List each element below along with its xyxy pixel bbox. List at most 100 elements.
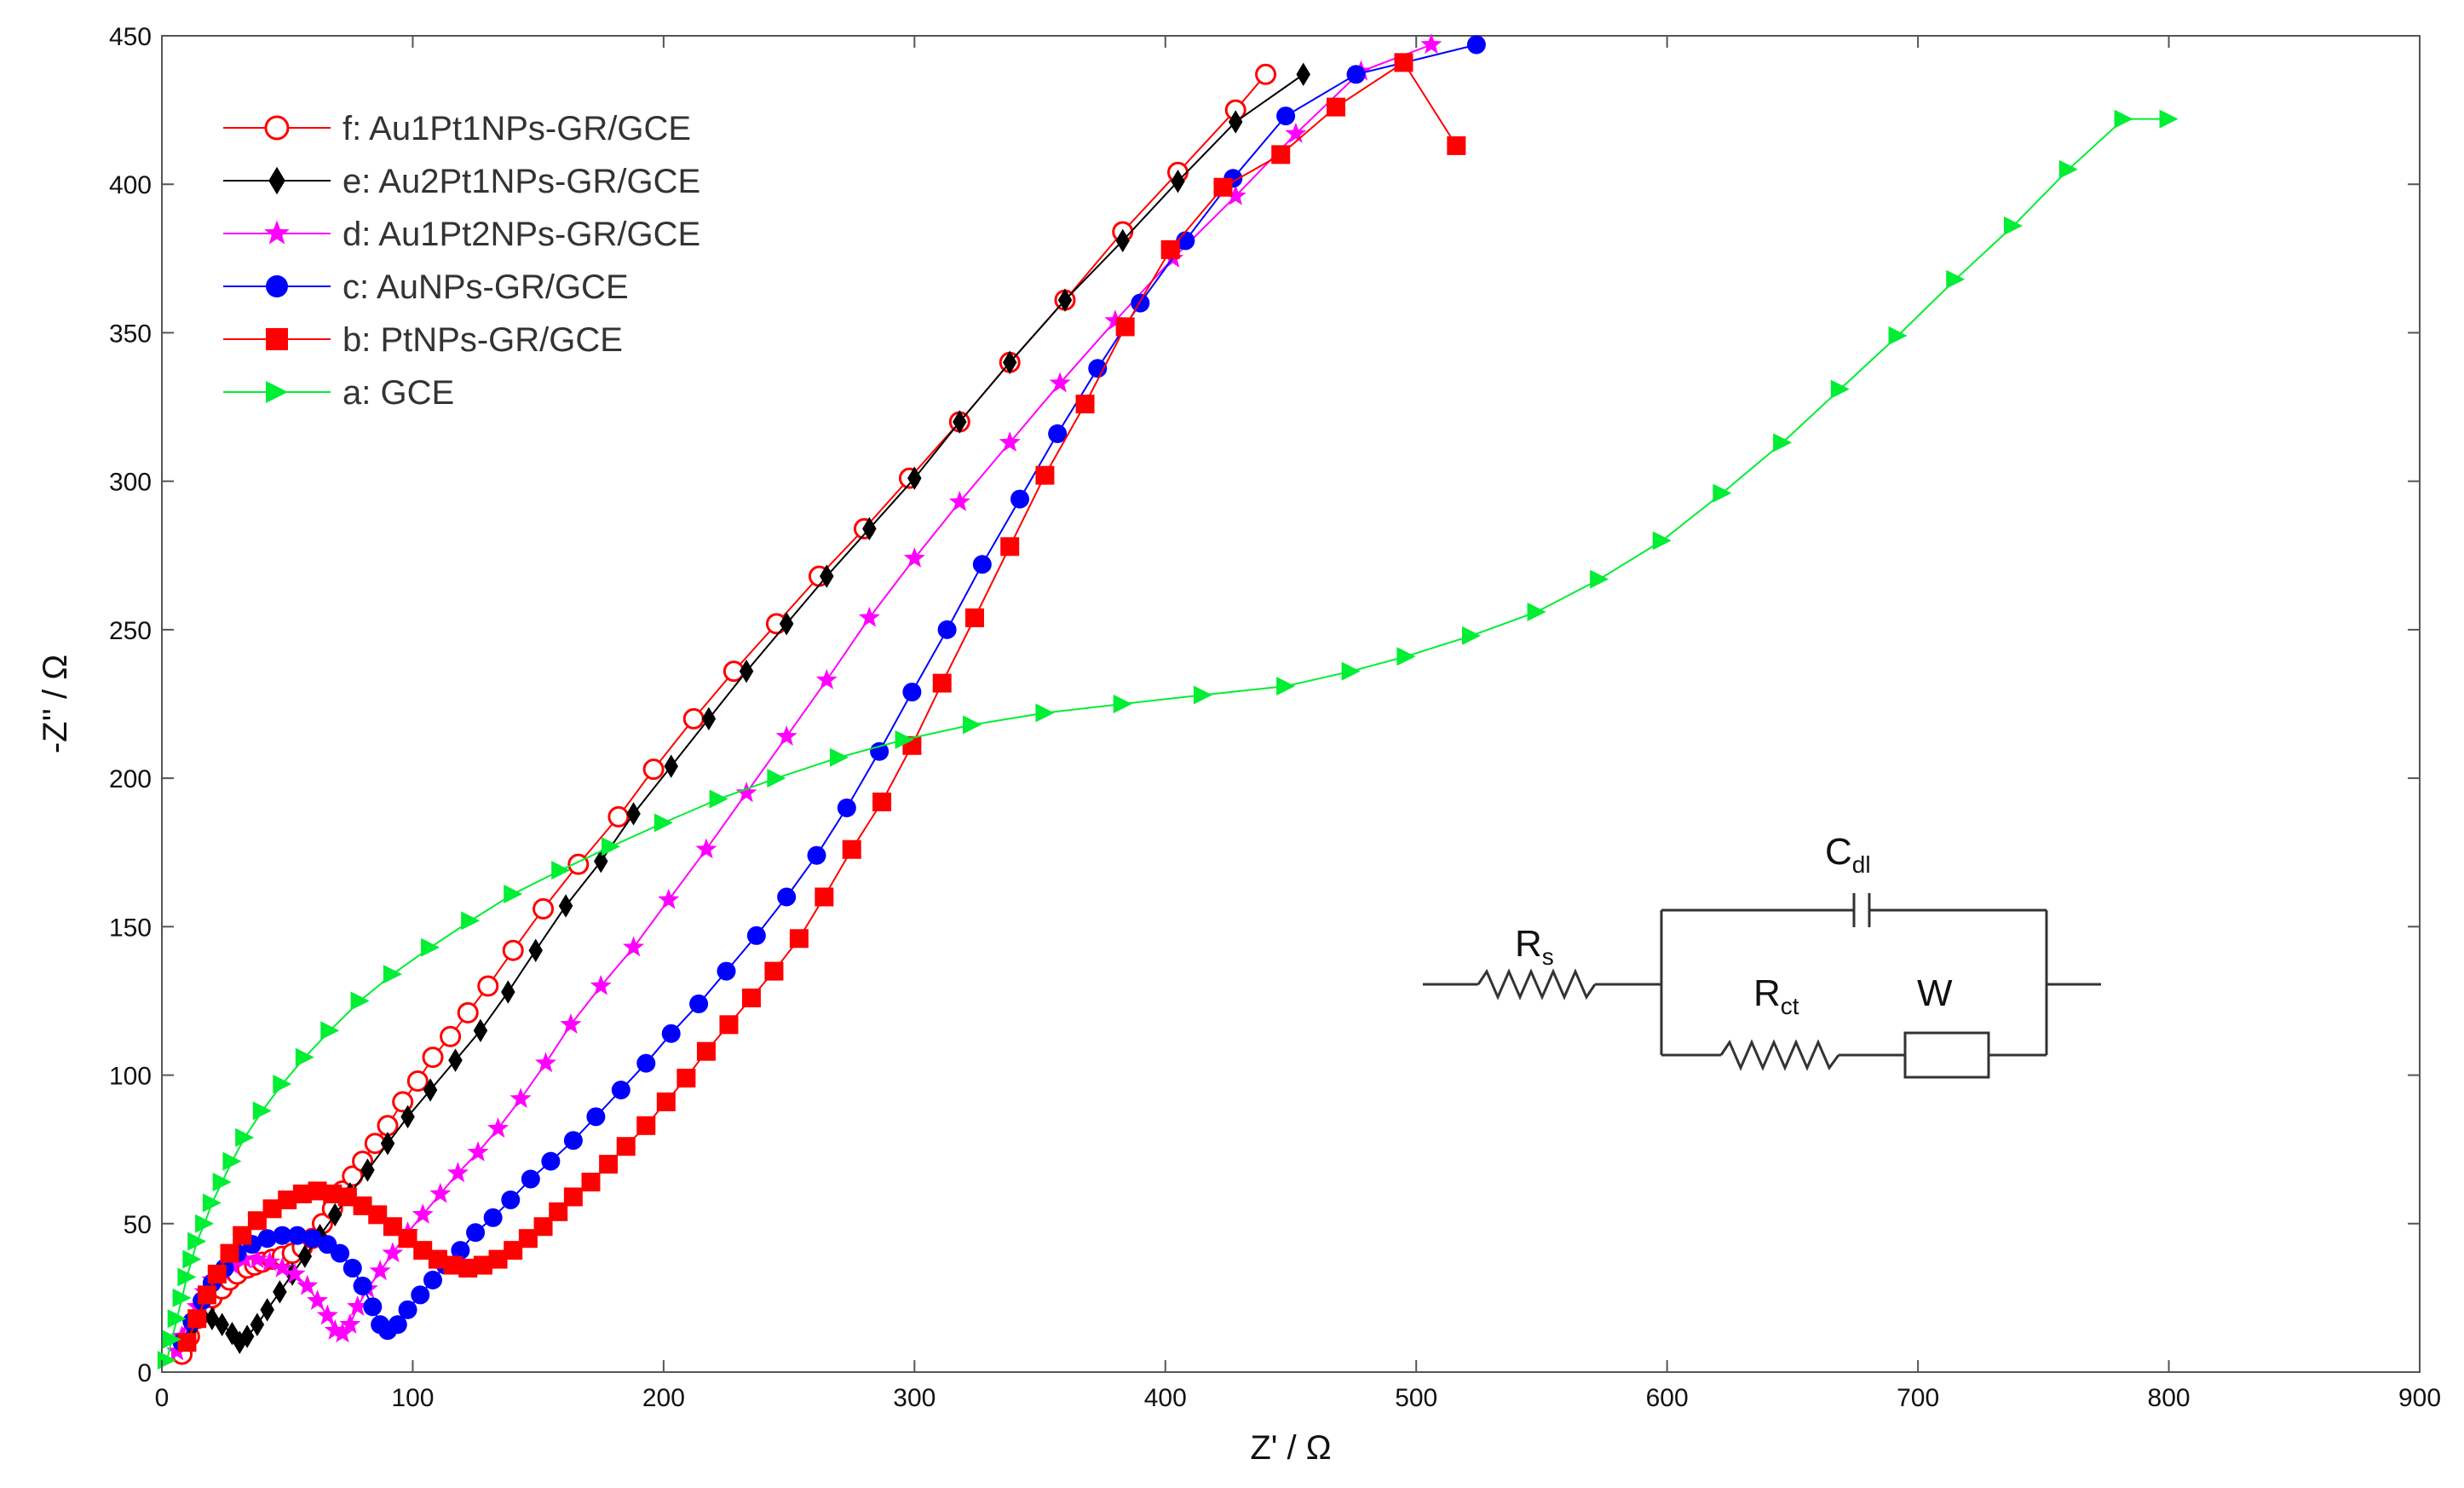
legend-label: a: GCE	[343, 374, 454, 412]
data-point	[297, 1244, 313, 1268]
data-point	[1341, 661, 1361, 681]
data-point	[239, 1324, 255, 1348]
legend-marker	[264, 220, 290, 245]
cdl-label: Cdl	[1825, 831, 1871, 878]
axes-layer: 0 100 200 300 400 500 600 700 800 900 0 50 100 150 200…	[109, 23, 2441, 1412]
data-point	[1396, 647, 1416, 666]
data-point	[502, 939, 524, 961]
y-tick-label: 300	[109, 469, 152, 497]
data-point	[246, 1248, 268, 1269]
data-point	[383, 965, 402, 984]
data-point	[558, 894, 573, 918]
data-point	[560, 1013, 582, 1034]
data-point	[1002, 350, 1017, 375]
data-point	[1276, 677, 1296, 696]
data-point	[1213, 177, 1233, 197]
data-point	[1462, 626, 1481, 645]
y-tick-label: 450	[109, 23, 152, 51]
data-point	[308, 1181, 327, 1201]
data-point	[327, 1203, 343, 1227]
data-point	[932, 673, 952, 693]
data-point	[413, 1241, 433, 1260]
data-point	[343, 1259, 362, 1278]
legend-marker	[268, 166, 285, 195]
data-point	[689, 994, 709, 1013]
data-point	[250, 1312, 265, 1336]
data-point	[607, 805, 630, 828]
data-point	[972, 555, 992, 574]
data-point	[316, 1304, 338, 1325]
series-filled-triangle-right	[157, 109, 2179, 1370]
data-point	[369, 1260, 391, 1281]
data-point	[202, 1193, 222, 1213]
data-point	[457, 1001, 479, 1024]
data-point	[1057, 288, 1073, 312]
data-point	[406, 1070, 429, 1093]
data-point	[549, 1202, 568, 1221]
data-point	[252, 1101, 272, 1121]
data-point	[611, 1080, 630, 1099]
data-point	[187, 1231, 207, 1251]
data-point	[701, 707, 717, 731]
data-point	[443, 1255, 463, 1275]
data-point	[963, 715, 982, 735]
x-tick-label: 100	[391, 1384, 434, 1412]
data-point	[177, 1267, 197, 1287]
data-point	[1000, 537, 1020, 557]
data-point	[172, 1288, 192, 1307]
x-tick-label: 200	[642, 1384, 685, 1412]
x-tick-label: 0	[155, 1384, 170, 1412]
data-point	[1176, 231, 1195, 251]
data-point	[842, 839, 861, 859]
data-point	[257, 1229, 277, 1249]
data-point	[353, 1276, 372, 1295]
data-point	[999, 431, 1021, 452]
legend-label: f: Au1Pt1NPs-GR/GCE	[343, 110, 691, 147]
data-point	[428, 1249, 447, 1269]
data-point	[541, 1151, 561, 1171]
data-point	[953, 410, 967, 434]
data-point	[501, 980, 515, 1004]
data-point	[1115, 228, 1130, 253]
data-point	[400, 1104, 415, 1129]
data-point	[295, 1047, 314, 1067]
data-point	[212, 1172, 232, 1191]
y-axis-label: -Z'' / Ω	[37, 655, 74, 753]
data-point	[339, 1313, 361, 1334]
series-line	[191, 73, 1304, 1344]
data-point	[323, 1184, 343, 1203]
data-point	[260, 1298, 274, 1322]
data-point	[473, 1018, 488, 1043]
data-point	[2114, 109, 2133, 129]
data-point	[719, 1015, 739, 1035]
data-point	[682, 707, 705, 730]
data-point	[907, 466, 922, 490]
data-point	[739, 659, 754, 683]
data-point	[421, 937, 440, 957]
data-point	[895, 730, 914, 749]
data-point	[1171, 169, 1185, 193]
series-filled-circle	[172, 35, 1486, 1352]
data-point	[320, 1021, 340, 1041]
data-point	[466, 1223, 486, 1243]
data-point	[383, 1217, 402, 1237]
data-point	[284, 1262, 306, 1283]
data-point	[830, 747, 849, 767]
data-point	[1713, 483, 1732, 503]
data-point	[423, 1270, 442, 1289]
data-point	[1088, 359, 1108, 378]
data-point	[1327, 97, 1345, 117]
data-point	[777, 887, 797, 907]
data-point	[233, 1226, 252, 1245]
data-point	[461, 911, 481, 931]
rs-resistor	[1477, 968, 1597, 1001]
data-point	[948, 490, 970, 511]
data-point	[858, 606, 880, 627]
data-point	[1271, 145, 1291, 164]
data-point	[1946, 269, 1966, 289]
legend-label: d: Au1Pt2NPs-GR/GCE	[343, 216, 700, 253]
data-point	[222, 1151, 242, 1171]
data-point	[533, 897, 555, 920]
y-tick-label: 350	[109, 320, 152, 348]
data-point	[247, 1211, 267, 1231]
